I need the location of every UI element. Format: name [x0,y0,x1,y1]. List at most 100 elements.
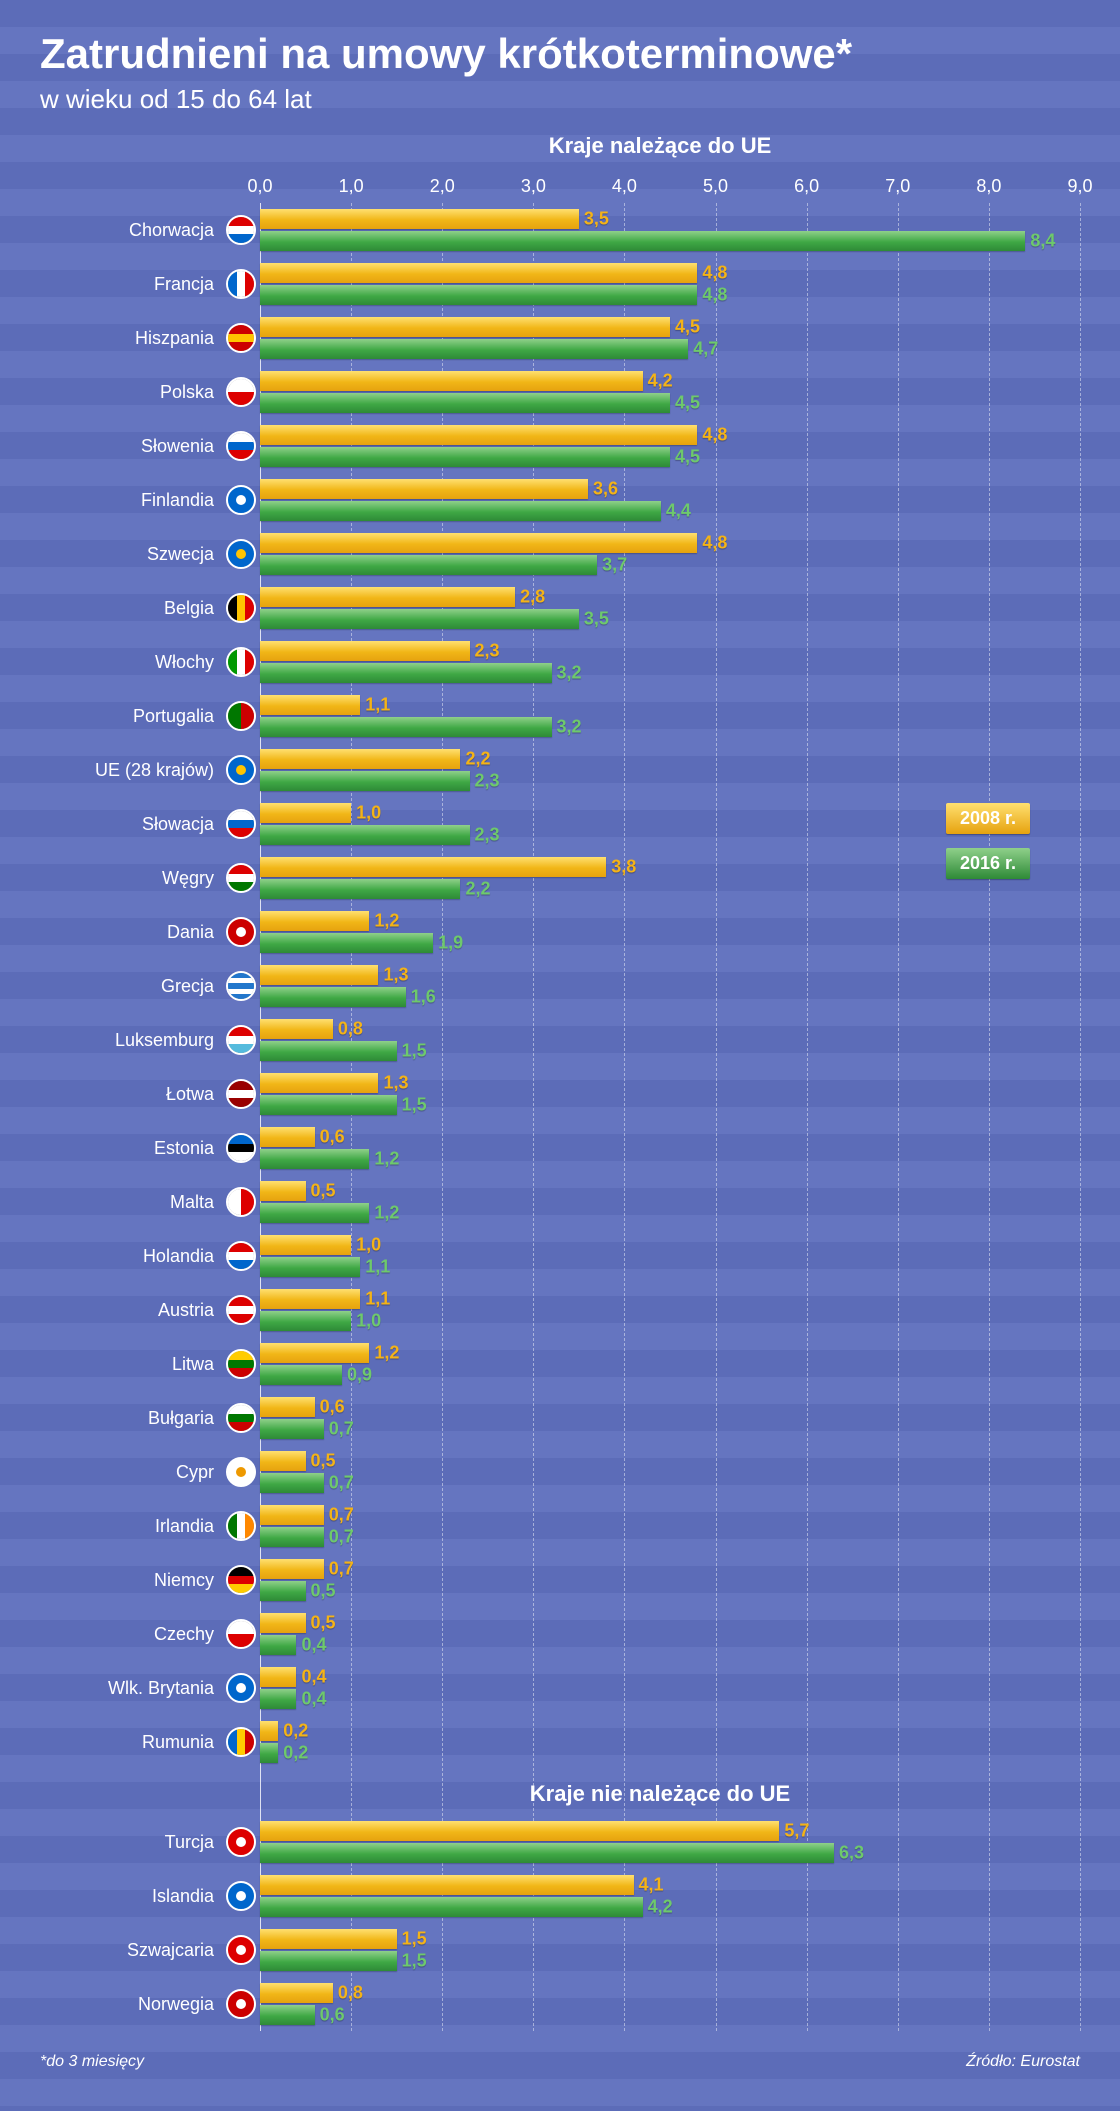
flag-icon [226,1935,256,1965]
bar-cell: 1,20,9 [260,1337,1080,1391]
bar-cell: 4,14,2 [260,1869,1080,1923]
flag-icon [226,647,256,677]
flag-icon [226,539,256,569]
bar-value: 1,9 [438,933,463,954]
bar-cell: 0,60,7 [260,1391,1080,1445]
bar-value: 0,5 [311,1581,336,1602]
country-label: Hiszpania [40,328,222,349]
bar-series-2016: 4,7 [260,339,688,359]
flag-icon [226,917,256,947]
flag-cell [222,1619,260,1649]
bar-value: 4,5 [675,317,700,338]
bar-series-2008: 0,5 [260,1451,306,1471]
bar-cell: 1,21,9 [260,905,1080,959]
flag-cell [222,1935,260,1965]
flag-cell [222,1827,260,1857]
bar-value: 3,2 [557,717,582,738]
bar-series-2016: 2,3 [260,771,470,791]
bar-value: 1,0 [356,1235,381,1256]
axis-tick: 2,0 [430,176,455,197]
flag-cell [222,539,260,569]
country-label: Dania [40,922,222,943]
bar-series-2016: 0,4 [260,1635,296,1655]
data-row: Litwa1,20,9 [40,1337,1080,1391]
axis-tick: 3,0 [521,176,546,197]
country-label: Słowacja [40,814,222,835]
bar-series-2016: 0,6 [260,2005,315,2025]
bar-value: 0,7 [329,1559,354,1580]
bar-value: 4,7 [693,339,718,360]
axis-tick: 8,0 [976,176,1001,197]
bar-value: 4,5 [675,447,700,468]
data-row: Niemcy 0,70,5 [40,1553,1080,1607]
bar-value: 0,8 [338,1019,363,1040]
country-label: Rumunia [40,1732,222,1753]
bar-series-2008: 0,7 [260,1505,324,1525]
bar-value: 3,7 [602,555,627,576]
flag-icon [226,593,256,623]
bar-cell: 0,70,7 [260,1499,1080,1553]
bar-value: 0,7 [329,1505,354,1526]
flag-icon [226,1989,256,2019]
bar-series-2016: 0,4 [260,1689,296,1709]
bar-series-2016: 2,3 [260,825,470,845]
bar-series-2008: 3,6 [260,479,588,499]
country-label: Malta [40,1192,222,1213]
bar-value: 0,7 [329,1473,354,1494]
bar-series-2008: 4,2 [260,371,643,391]
data-row: Austria1,11,0 [40,1283,1080,1337]
axis-tick: 1,0 [339,176,364,197]
bar-value: 0,2 [283,1721,308,1742]
bar-series-2016: 4,4 [260,501,661,521]
bar-cell: 4,84,8 [260,257,1080,311]
bar-cell: 0,5 0,7 [260,1445,1080,1499]
bar-value: 4,8 [702,285,727,306]
country-label: Holandia [40,1246,222,1267]
bar-series-2016: 4,8 [260,285,697,305]
bar-cell: 2,33,2 [260,635,1080,689]
bar-series-2016: 3,2 [260,717,552,737]
bar-value: 1,2 [374,1149,399,1170]
country-label: Belgia [40,598,222,619]
bar-series-2016: 4,5 [260,393,670,413]
country-label: Niemcy [40,1570,222,1591]
flag-cell [222,863,260,893]
bar-series-2008: 0,4 [260,1667,296,1687]
bar-series-2008: 0,6 [260,1127,315,1147]
country-label: Grecja [40,976,222,997]
bar-value: 0,2 [283,1743,308,1764]
flag-cell [222,1025,260,1055]
bar-cell: 1,11,0 [260,1283,1080,1337]
data-row: UE (28 krajów)2,22,3 [40,743,1080,797]
country-label: Portugalia [40,706,222,727]
bar-value: 4,5 [675,393,700,414]
data-row: Irlandia 0,70,7 [40,1499,1080,1553]
bar-cell: 0,70,5 [260,1553,1080,1607]
flag-cell [222,1349,260,1379]
bar-series-2008: 2,2 [260,749,460,769]
bar-value: 0,9 [347,1365,372,1386]
bar-cell: 1,31,6 [260,959,1080,1013]
bar-series-2016: 2,2 [260,879,460,899]
flag-icon [226,1187,256,1217]
bar-value: 2,3 [475,771,500,792]
data-row: Szwecja4,83,7 [40,527,1080,581]
bar-cell: 1,31,5 [260,1067,1080,1121]
bar-value: 4,8 [702,533,727,554]
country-label: Francja [40,274,222,295]
bar-cell: 4,24,5 [260,365,1080,419]
country-label: Bułgaria [40,1408,222,1429]
country-label: Chorwacja [40,220,222,241]
bar-series-2008: 5,7 [260,1821,779,1841]
data-row: Czechy0,50,4 [40,1607,1080,1661]
bar-value: 0,4 [301,1635,326,1656]
country-label: Polska [40,382,222,403]
bar-series-2016: 4,2 [260,1897,643,1917]
country-label: Irlandia [40,1516,222,1537]
bar-series-2008: 1,5 [260,1929,397,1949]
bar-value: 1,3 [383,965,408,986]
chart-title: Zatrudnieni na umowy krótkoterminowe* [40,30,1080,78]
data-row: Szwajcaria1,51,5 [40,1923,1080,1977]
bar-series-2008: 4,1 [260,1875,634,1895]
bar-series-2008: 1,0 [260,1235,351,1255]
